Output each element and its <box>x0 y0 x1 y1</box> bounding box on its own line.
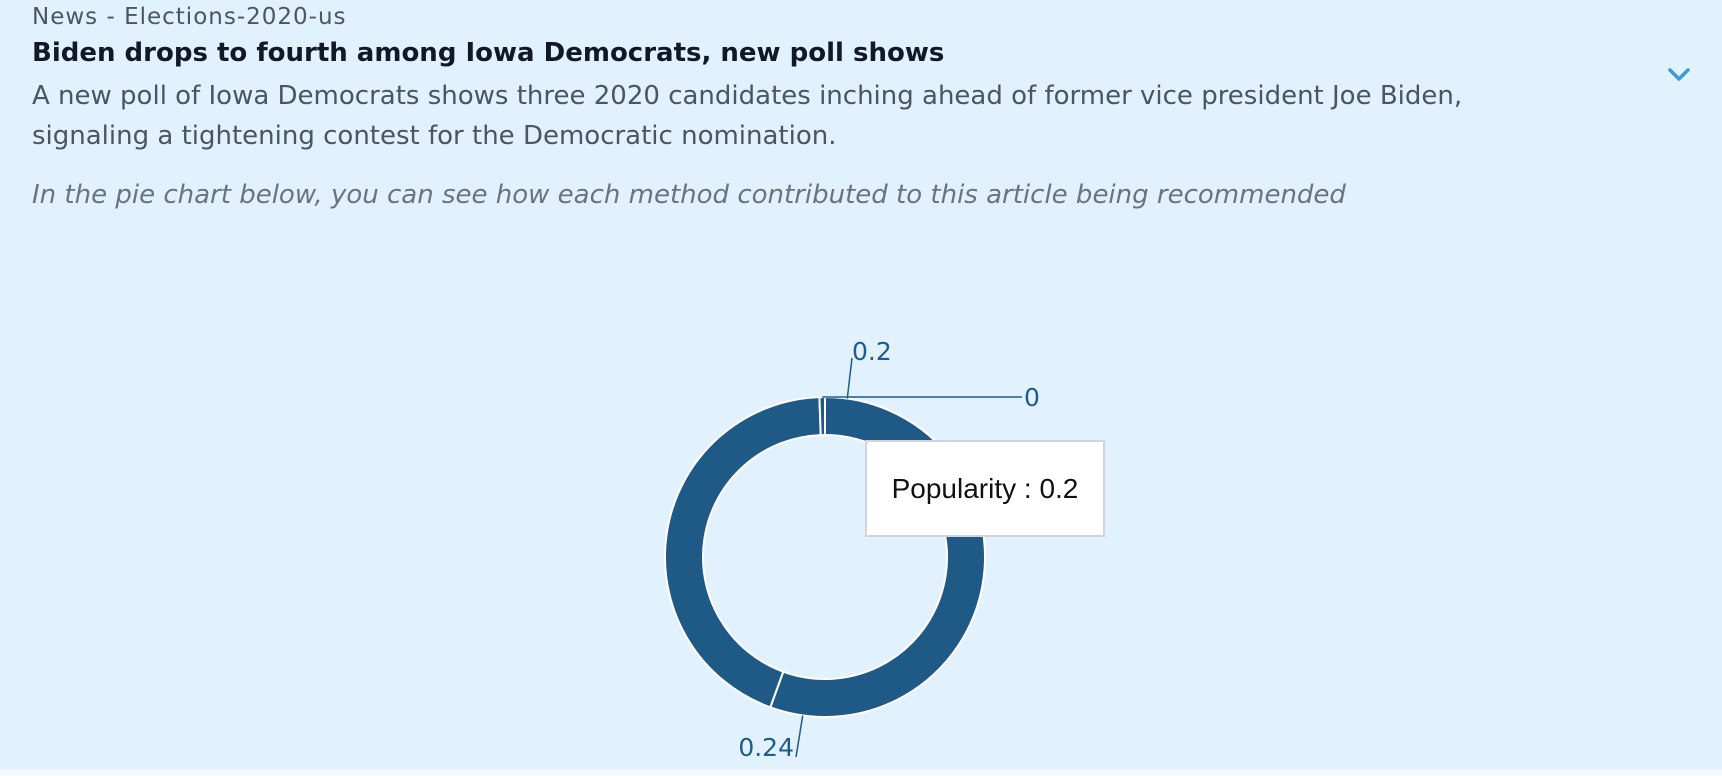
article-title[interactable]: Biden drops to fourth among Iowa Democra… <box>32 38 945 68</box>
donut-slice-label: 0.2 <box>852 337 892 366</box>
donut-slice-method-2[interactable] <box>664 396 822 709</box>
chart-intro-text: In the pie chart below, you can see how … <box>32 180 1346 210</box>
article-summary: A new poll of Iowa Democrats shows three… <box>32 81 1463 151</box>
tooltip-separator: : <box>1016 472 1040 504</box>
tooltip-label: Popularity <box>891 472 1017 504</box>
donut-slice-method-3[interactable] <box>818 395 826 437</box>
donut-slice-label: 0 <box>1024 383 1040 412</box>
donut-leader-line <box>846 357 853 399</box>
article-category: News - Elections-2020-us <box>32 4 347 30</box>
expand-toggle[interactable] <box>1662 62 1696 88</box>
chevron-down-icon <box>1668 68 1690 81</box>
donut-leader-line <box>795 715 804 758</box>
chart-tooltip: Popularity : 0.2 <box>865 440 1105 537</box>
tooltip-value: 0.2 <box>1039 472 1079 504</box>
donut-slice-label: 0.24 <box>738 733 794 762</box>
